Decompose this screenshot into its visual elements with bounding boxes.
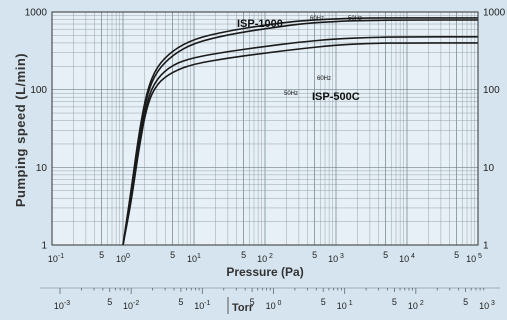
secondary-x-tick-labels: 10-3 5 10-2 5 10-1 5 10 0 5 10 1 5 10 2 5 10 3 [54,297,495,311]
y-tick-label: 100 [30,85,47,96]
x-tick-label: 10 3 [328,253,344,264]
y-tick-label-right: 100 [483,85,500,96]
frequency-label: 60Hz [310,16,324,22]
grid [52,12,478,245]
x-tick-label: 10 5 [466,253,482,264]
x-tick-label: 5 [99,250,104,260]
x-tick-label: 100 [116,253,130,264]
series-line-isp-1000-50hz [122,19,478,246]
secondary-x-tick-label: 10-2 [123,300,139,311]
secondary-x-tick-label: 5 [392,297,397,307]
frequency-label: 60Hz [317,76,331,82]
x-tick-labels: 10-1 5 100 5 101 5 10 2 5 10 3 5 10 4 5 10 5 [48,250,482,264]
secondary-x-tick-label: 5 [107,297,112,307]
y-tick-label: 10 [36,163,48,174]
frequency-label: 50Hz [284,91,298,97]
x-tick-label: 101 [187,253,201,264]
x-tick-label: 5 [241,250,246,260]
series-label: ISP-1000 [237,18,283,30]
secondary-axis-label: Torr [232,302,254,314]
y-tick-label-right: 1 [483,241,489,252]
secondary-x-tick-label: 5 [463,297,468,307]
y-tick-labels-left: 1 10 100 1000 [25,8,48,252]
y-tick-label-right: 1000 [483,8,506,19]
secondary-x-tick-label: 5 [178,297,183,307]
secondary-x-tick-label: 10-1 [194,300,210,311]
x-tick-label: 10 4 [399,253,415,264]
secondary-x-tick-label: 5 [250,297,255,307]
x-tick-label: 5 [312,250,317,260]
y-tick-label: 1 [41,241,47,252]
secondary-x-tick-label: 10 1 [337,300,353,311]
annotations: ISP-1000 60Hz 50Hz 60Hz 50Hz ISP-500C [237,16,362,103]
y-tick-labels-right: 1 10 100 1000 [483,8,506,252]
series-line-isp-500c-50hz [122,42,478,246]
x-tick-label: 5 [454,250,459,260]
secondary-axis-ticks [59,288,485,294]
curves [122,17,478,246]
x-tick-label: 10 2 [257,253,273,264]
x-tick-label: 5 [170,250,175,260]
plot-frame [51,11,479,246]
secondary-x-tick-label: 10 0 [266,300,282,311]
x-tick-label: 5 [383,250,388,260]
y-tick-label-right: 10 [483,163,495,174]
series-label: ISP-500C [312,91,360,103]
x-tick-label: 10-1 [48,253,64,264]
secondary-x-tick-label: 10 2 [408,300,424,311]
secondary-x-tick-label: 10-3 [54,300,70,311]
y-axis-label: Pumping speed (L/min) [13,53,28,207]
y-tick-label: 1000 [25,8,48,19]
x-axis-label: Pressure (Pa) [226,265,303,279]
secondary-x-tick-label: 10 3 [479,300,495,311]
frequency-label: 50Hz [348,16,362,22]
secondary-x-tick-label: 5 [321,297,326,307]
